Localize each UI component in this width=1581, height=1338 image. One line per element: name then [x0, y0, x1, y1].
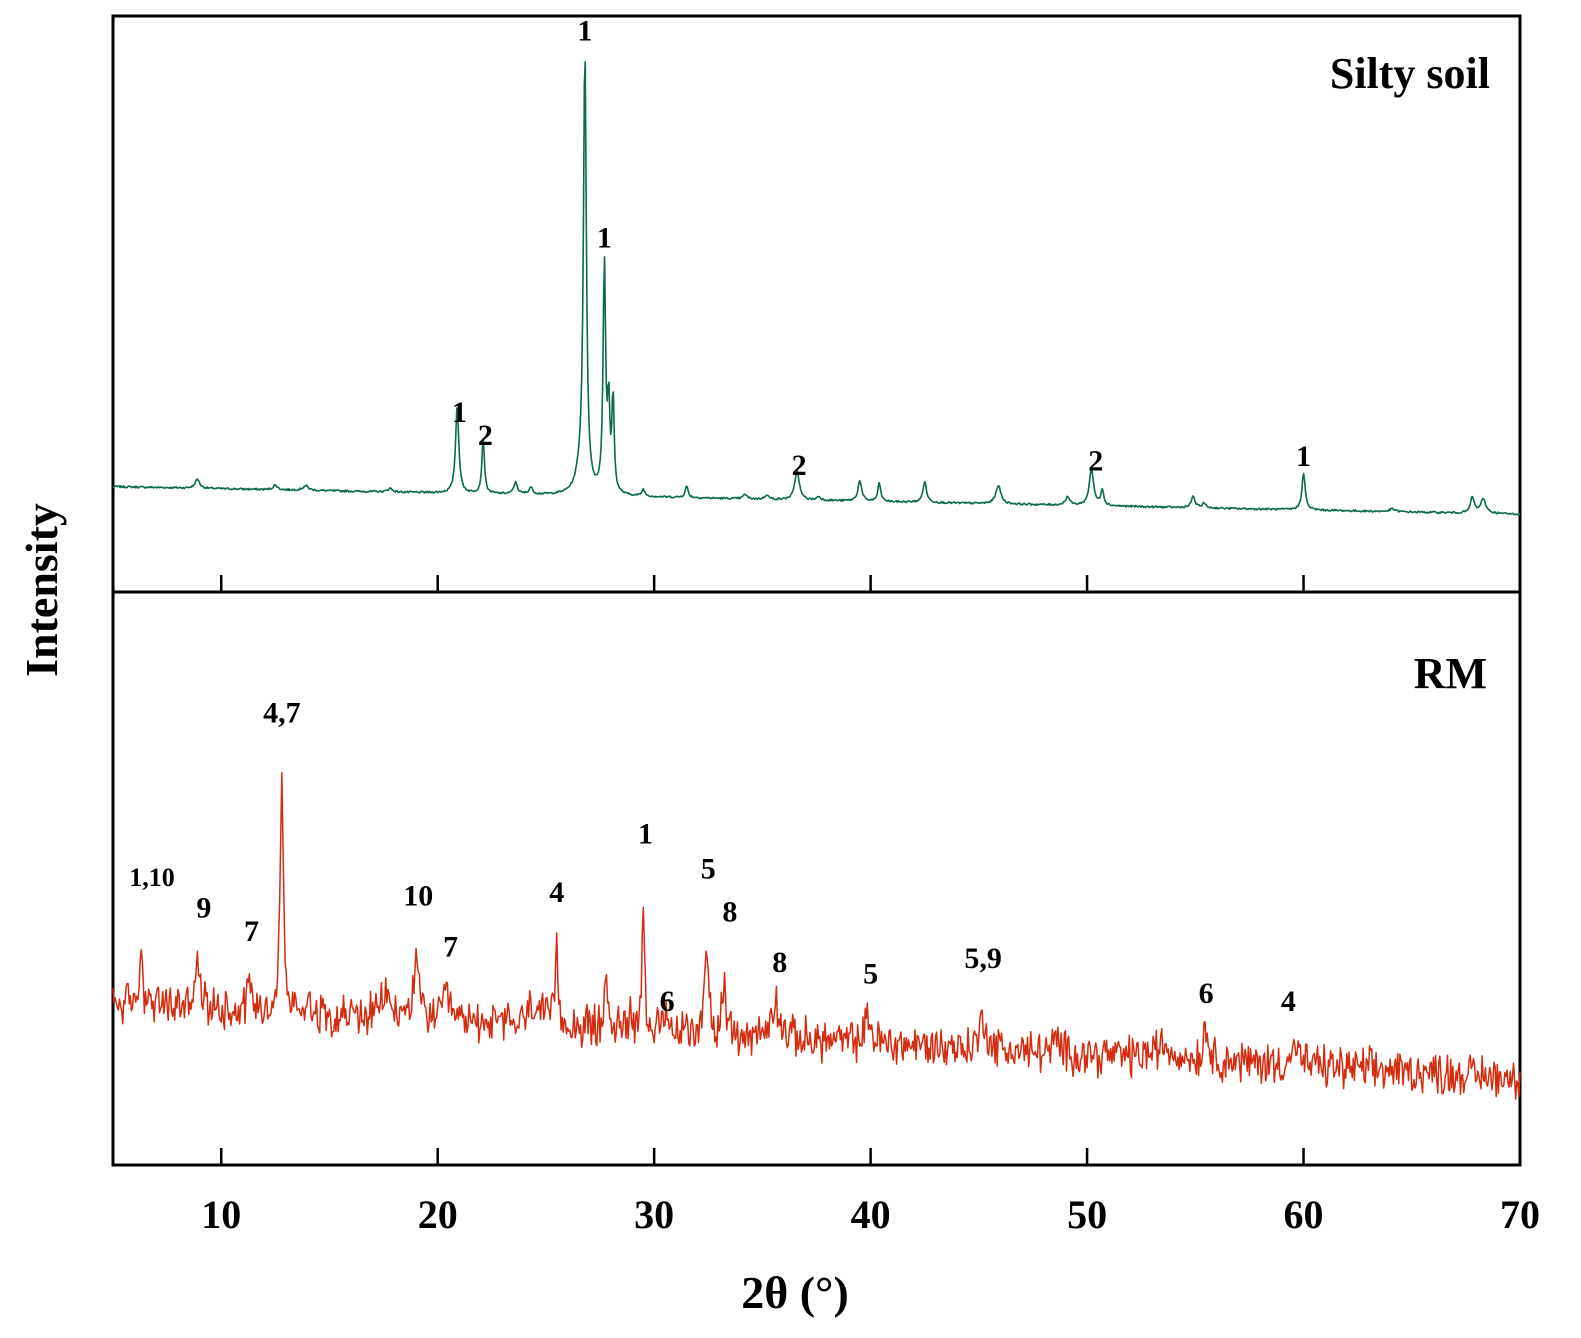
bottom-panel-ticks	[219, 1148, 1305, 1165]
peak-label-rm-1: 9	[196, 891, 211, 924]
panel-title-rm: RM	[1414, 649, 1487, 698]
x-tick-label-10: 10	[201, 1192, 241, 1237]
panel-title-silty-soil: Silty soil	[1330, 49, 1490, 98]
peak-label-silty-soil-3: 1	[597, 221, 612, 254]
x-tick-label-30: 30	[634, 1192, 674, 1237]
peak-label-silty-soil-5: 2	[1088, 445, 1103, 478]
peak-label-silty-soil-0: 1	[452, 396, 467, 429]
x-axis-label: 2θ (°)	[741, 1267, 849, 1318]
x-tick-label-70: 70	[1500, 1192, 1540, 1237]
peak-label-rm-4: 10	[403, 880, 433, 913]
peak-label-silty-soil-2: 1	[577, 14, 592, 47]
peak-label-silty-soil-6: 1	[1296, 440, 1311, 473]
peak-label-rm-12: 5	[863, 958, 878, 991]
y-axis-label: Intensity	[16, 503, 67, 677]
x-tick-label-40: 40	[851, 1192, 891, 1237]
bottom-panel-frame	[111, 590, 1522, 1167]
x-tick-label-50: 50	[1067, 1192, 1107, 1237]
peak-label-rm-8: 6	[660, 985, 675, 1018]
peak-label-rm-10: 8	[722, 895, 737, 928]
top-panel-ticks	[219, 575, 1305, 592]
x-tick-label-60: 60	[1284, 1192, 1324, 1237]
peak-label-rm-14: 6	[1199, 977, 1214, 1010]
peak-label-rm-3: 4,7	[263, 696, 301, 729]
peak-label-rm-0: 1,10	[129, 863, 175, 892]
peak-label-silty-soil-1: 2	[478, 419, 493, 452]
peak-label-rm-2: 7	[244, 915, 259, 948]
peak-label-rm-7: 1	[638, 817, 653, 850]
peak-label-rm-6: 4	[549, 876, 564, 909]
x-tick-label-20: 20	[418, 1192, 458, 1237]
series-rm-line	[112, 772, 1521, 1100]
peak-label-rm-15: 4	[1281, 985, 1296, 1018]
peak-label-silty-soil-4: 2	[792, 449, 807, 482]
x-tick-labels: 10 20 30 40 50 60 70	[201, 1192, 1540, 1237]
peak-label-rm-13: 5,9	[964, 942, 1002, 975]
series-silty-soil-line	[112, 60, 1521, 516]
peak-label-rm-9: 5	[701, 852, 716, 885]
peak-label-rm-5: 7	[443, 930, 458, 963]
peak-label-rm-11: 8	[772, 946, 787, 979]
